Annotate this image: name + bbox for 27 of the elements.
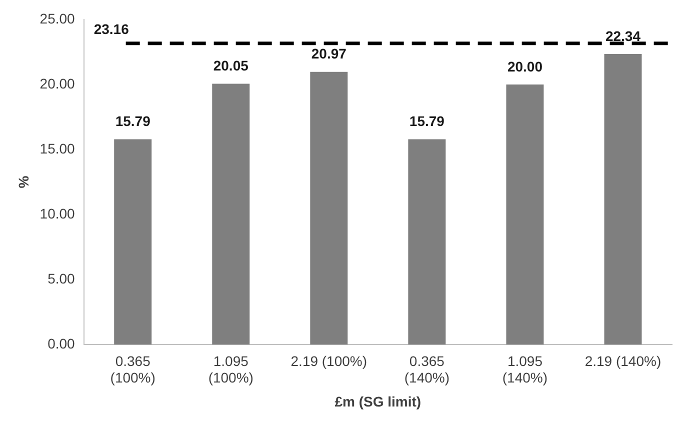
- data-label: 20.05: [213, 58, 249, 74]
- data-label: 22.34: [605, 28, 641, 44]
- y-axis-title: %: [15, 175, 32, 188]
- bar: [114, 139, 152, 345]
- data-label: 15.79: [409, 113, 445, 130]
- x-tick-label: 0.365 (140%): [404, 352, 450, 386]
- y-tick-label: 20.00: [40, 75, 76, 92]
- y-tick-label: 25.00: [40, 10, 76, 26]
- bar: [310, 72, 348, 345]
- x-tick-label: 1.095 (100%): [208, 352, 254, 386]
- data-label: 20.97: [311, 46, 347, 62]
- data-label: 20.00: [507, 58, 543, 74]
- bar: [212, 84, 250, 345]
- x-tick-label: 1.095 (140%): [502, 352, 548, 386]
- bar: [408, 139, 446, 345]
- bar: [604, 54, 642, 345]
- x-axis-title: £m (SG limit): [334, 393, 422, 410]
- ref-line-label: 23.16: [94, 21, 130, 38]
- data-label: 15.79: [115, 113, 151, 130]
- y-tick-label: 10.00: [40, 205, 76, 222]
- y-tick-label: 15.00: [40, 140, 76, 156]
- x-tick-label: 2.19 (140%): [584, 352, 662, 369]
- x-tick-label: 2.19 (100%): [290, 352, 368, 369]
- bar: [506, 84, 544, 345]
- y-tick-label: 5.00: [48, 270, 76, 286]
- y-tick-label: 0.00: [48, 335, 76, 352]
- x-tick-label: 0.365 (100%): [110, 352, 156, 386]
